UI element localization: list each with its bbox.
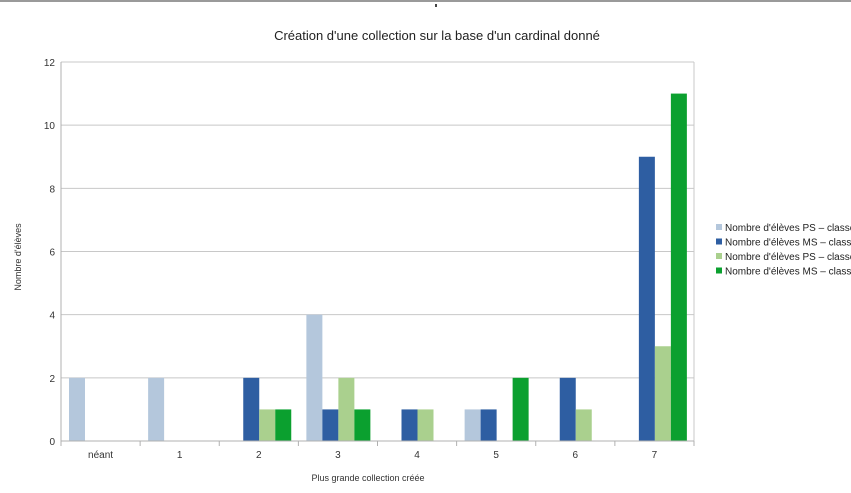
y-tick-label: 10 (44, 121, 56, 132)
x-tick-label: 1 (177, 450, 183, 461)
y-tick-label: 8 (49, 184, 55, 195)
x-axis-label: Plus grande collection créée (311, 473, 424, 483)
bar-6-series-1 (559, 377, 576, 441)
axes (60, 62, 695, 446)
legend-swatch-2 (716, 253, 722, 259)
bar-5-series-3 (512, 377, 529, 441)
x-tick-label: 2 (256, 450, 262, 461)
bars (69, 93, 687, 441)
bar-3-series-0 (306, 314, 323, 441)
bar-3-series-3 (354, 409, 371, 441)
bar-7-series-1 (638, 156, 655, 441)
x-tick-label: 5 (493, 450, 499, 461)
top-border-line (0, 0, 851, 2)
bar-2-series-1 (243, 377, 260, 441)
bar-2-series-3 (275, 409, 292, 441)
bar-5-series-0 (464, 409, 481, 441)
top-marker (435, 4, 437, 7)
bar-0-series-0 (69, 377, 85, 441)
y-tick-label: 2 (49, 374, 55, 385)
chart-title: Création d'une collection sur la base d'… (274, 28, 600, 43)
legend-swatch-0 (716, 224, 722, 230)
y-tick-label: 12 (44, 58, 56, 69)
y-tick-label: 6 (49, 248, 55, 259)
x-tick-label: 3 (335, 450, 341, 461)
legend-swatch-3 (716, 267, 722, 274)
bar-5-series-1 (480, 409, 497, 441)
y-tick-label: 0 (49, 437, 55, 448)
bar-4-series-2 (417, 409, 434, 441)
bar-7-series-2 (654, 346, 671, 441)
legend-swatch-1 (716, 238, 722, 245)
bar-3-series-2 (338, 377, 355, 441)
y-tick-label: 4 (49, 311, 55, 322)
y-axis-label: Nombre d'élèves (13, 223, 23, 291)
x-tick-label: 4 (414, 450, 420, 461)
legend-label-3: Nombre d'élèves MS – classe (725, 267, 851, 278)
legend: Nombre d'élèves PS – classe Nombre d'élèv… (716, 223, 851, 278)
x-tick-label: néant (88, 450, 113, 461)
bar-6-series-2 (575, 409, 592, 441)
bar-7-series-3 (670, 93, 687, 441)
bar-2-series-2 (259, 409, 276, 441)
bar-4-series-1 (401, 409, 418, 441)
x-tick-label: 7 (652, 450, 658, 461)
x-tick-label: 6 (573, 450, 579, 461)
legend-label-0: Nombre d'élèves PS – classe (725, 223, 851, 234)
legend-label-2: Nombre d'élèves PS – classe (725, 252, 851, 263)
bar-3-series-1 (322, 409, 339, 441)
bar-1-series-0 (148, 377, 165, 441)
legend-label-1: Nombre d'élèves MS – classe (725, 238, 851, 249)
